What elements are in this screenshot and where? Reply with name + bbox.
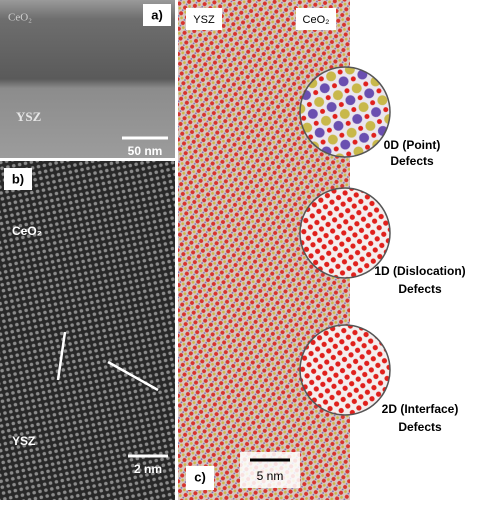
defect-label: 1D (Dislocation) [374, 264, 465, 278]
defect-label: Defects [398, 282, 442, 296]
hrtem-image [0, 161, 175, 500]
region-label: YSZ [193, 14, 215, 26]
label-box [186, 466, 214, 490]
marker-line [56, 331, 67, 381]
label-box [186, 8, 222, 30]
scale-box [240, 452, 300, 488]
defect-label: Defects [390, 154, 434, 168]
scale-label: 50 nm [128, 144, 163, 158]
zoom-circle [299, 187, 391, 279]
defect-label: 0D (Point) [384, 138, 441, 152]
panel-label: c) [194, 469, 206, 484]
label-box [143, 4, 171, 26]
region-label: CeO₂ [303, 14, 330, 26]
scale-label: 5 nm [257, 469, 284, 483]
layer-label: YSZ [16, 109, 42, 124]
label-box [4, 168, 32, 190]
panel-label: a) [151, 7, 163, 22]
layer-label: CeO₂ [12, 224, 42, 238]
layer-label: YSZ [12, 434, 35, 448]
marker-line [107, 360, 159, 392]
shade [0, 161, 175, 500]
tem-image [0, 0, 175, 158]
label-box [296, 8, 336, 30]
scale-label: 2 nm [134, 462, 162, 476]
defect-label: 2D (Interface) [382, 402, 459, 416]
zoom-circle [299, 324, 391, 416]
panel-label: b) [12, 171, 24, 186]
zoom-circle [299, 66, 391, 158]
defect-label: Defects [398, 420, 442, 434]
layer-label: CeO₂ [8, 12, 32, 24]
